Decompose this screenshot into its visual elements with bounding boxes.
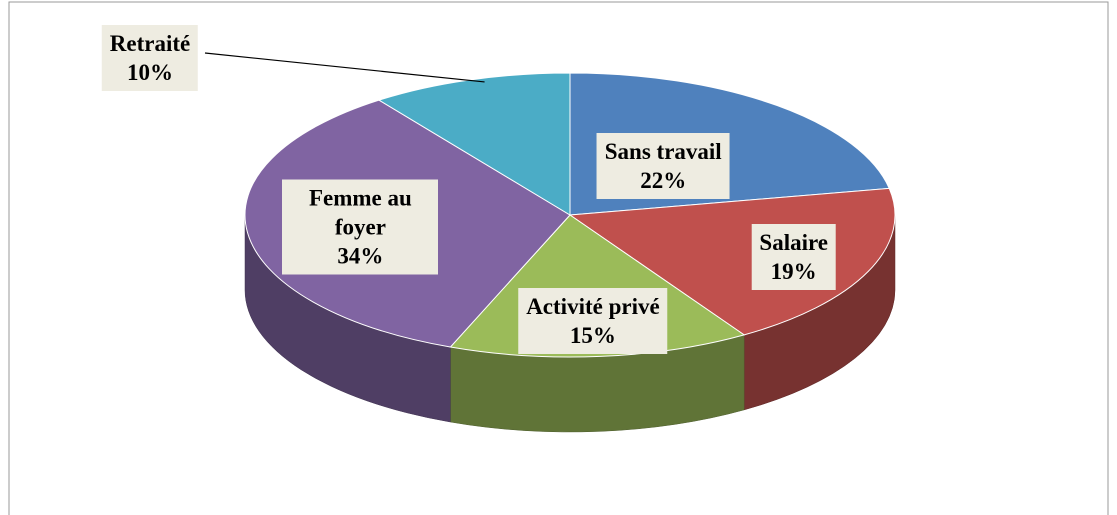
- label-value: 10%: [126, 60, 173, 85]
- label-value: 22%: [640, 167, 687, 193]
- label-category: Retraité: [109, 31, 191, 56]
- label-category: Sans travail: [604, 138, 722, 164]
- data-label: Sans travail 22%: [596, 132, 730, 199]
- data-label: Activité privé 15%: [518, 288, 668, 355]
- label-value: 19%: [770, 259, 817, 285]
- label-category: Activité privé: [526, 294, 660, 320]
- data-label: Retraité 10%: [101, 25, 199, 91]
- label-category: Salaire: [759, 230, 828, 256]
- label-value: 15%: [569, 323, 616, 349]
- data-label: Femme au foyer 34%: [282, 179, 439, 275]
- label-category: Femme au foyer: [308, 185, 412, 240]
- data-label: Salaire 19%: [751, 224, 836, 291]
- leader-line: [204, 52, 485, 83]
- label-value: 34%: [337, 243, 384, 269]
- chart-frame: [8, 1, 1109, 515]
